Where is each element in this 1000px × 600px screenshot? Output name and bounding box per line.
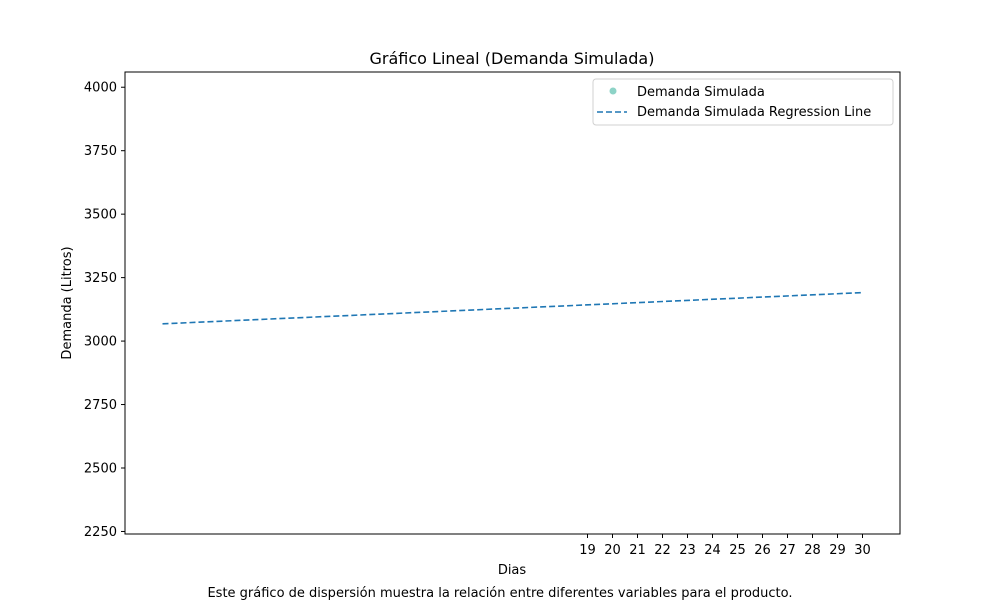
- x-tick-label: 24: [704, 543, 721, 558]
- regression-line: [162, 291, 863, 325]
- chart-title: Gráfico Lineal (Demanda Simulada): [370, 49, 655, 68]
- y-tick-label: 2750: [84, 398, 117, 413]
- x-axis-label: Dias: [498, 563, 527, 578]
- legend-label-scatter: Demanda Simulada: [637, 85, 765, 100]
- x-tick-label: 23: [679, 543, 696, 558]
- x-axis-ticks: 19 20 21 22 23 24 25 26 27 28 29 30: [579, 534, 871, 558]
- legend-label-regression: Demanda Simulada Regression Line: [637, 105, 871, 120]
- chart-caption: Este gráfico de dispersión muestra la re…: [207, 586, 792, 600]
- x-tick-label: 21: [629, 543, 646, 558]
- legend: Demanda Simulada Demanda Simulada Regres…: [592, 78, 894, 126]
- y-tick-label: 3500: [84, 208, 117, 223]
- x-tick-label: 30: [854, 543, 871, 558]
- x-tick-label: 20: [604, 543, 621, 558]
- x-tick-label: 25: [729, 543, 746, 558]
- y-axis-label: Demanda (Litros): [60, 246, 75, 359]
- legend-box: [592, 78, 894, 126]
- plot-area-frame: [124, 71, 901, 535]
- x-tick-label: 19: [579, 543, 596, 558]
- y-tick-label: 4000: [84, 81, 117, 96]
- legend-marker-scatter: [609, 87, 617, 95]
- x-tick-label: 29: [829, 543, 846, 558]
- plot-series: [162, 291, 863, 325]
- y-tick-label: 3000: [84, 335, 117, 350]
- x-tick-label: 27: [779, 543, 796, 558]
- x-tick-label: 22: [654, 543, 671, 558]
- y-tick-label: 3250: [84, 271, 117, 286]
- y-tick-label: 3750: [84, 144, 117, 159]
- x-tick-label: 28: [804, 543, 821, 558]
- y-tick-label: 2250: [84, 525, 117, 540]
- y-tick-label: 2500: [84, 462, 117, 477]
- y-axis-ticks: 2250 2500 2750 3000 3250 3500 3750 4000: [84, 81, 125, 540]
- x-tick-label: 26: [754, 543, 771, 558]
